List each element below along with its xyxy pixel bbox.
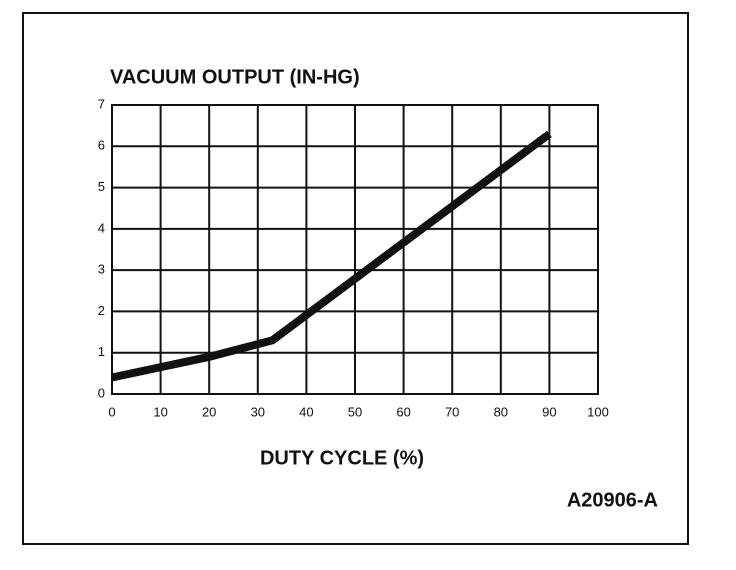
frame <box>22 12 689 545</box>
x-tick-label: 80 <box>494 404 508 419</box>
chart-title: VACUUM OUTPUT (IN-HG) <box>110 66 360 88</box>
x-tick-label: 100 <box>587 404 609 419</box>
data-line <box>111 130 552 382</box>
y-tick-label: 5 <box>98 179 105 194</box>
annotation: A20906-A <box>567 489 658 511</box>
x-tick-label: 30 <box>251 404 265 419</box>
x-tick-label: 0 <box>108 404 115 419</box>
x-axis-label: DUTY CYCLE (%) <box>260 447 424 469</box>
plot-border <box>111 104 599 395</box>
y-tick-label: 3 <box>98 262 105 277</box>
y-tick-label: 1 <box>98 344 105 359</box>
x-tick-label: 20 <box>202 404 216 419</box>
y-tick-label: 6 <box>98 138 105 153</box>
x-tick-label: 70 <box>445 404 459 419</box>
x-tick-label: 90 <box>542 404 556 419</box>
y-tick-label: 0 <box>98 385 105 400</box>
y-tick-label: 7 <box>98 96 105 111</box>
x-tick-label: 10 <box>153 404 167 419</box>
y-tick-label: 2 <box>98 303 105 318</box>
x-tick-label: 50 <box>348 404 362 419</box>
x-tick-label: 40 <box>299 404 313 419</box>
x-tick-label: 60 <box>396 404 410 419</box>
y-tick-label: 4 <box>98 220 105 235</box>
